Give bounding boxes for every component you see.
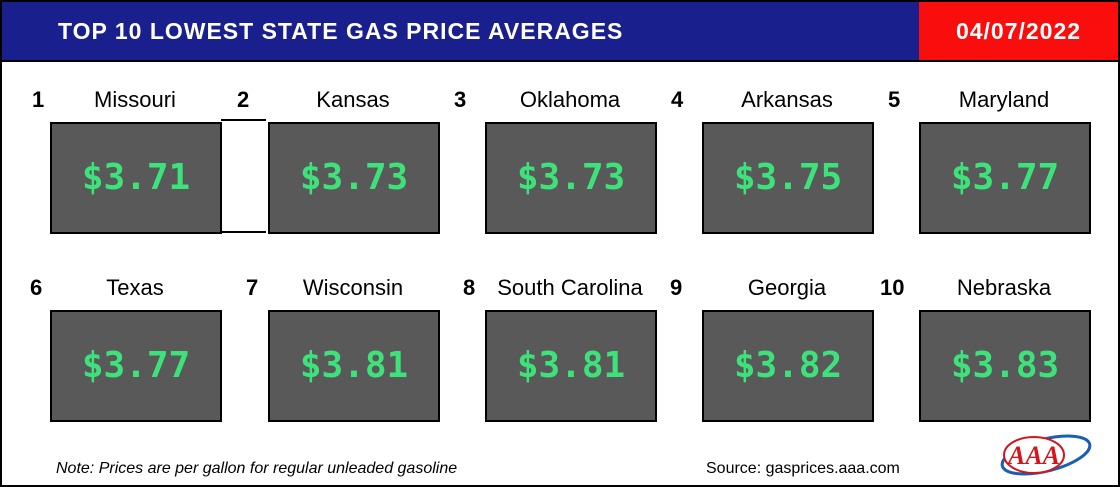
logo-text: AAA <box>1006 441 1060 470</box>
price-box: $3.73 <box>268 122 440 234</box>
rank-number: 8 <box>463 275 476 300</box>
price-box: $3.71 <box>50 122 222 234</box>
state-name: South Carolina <box>497 275 643 300</box>
price-value: $3.81 <box>299 345 409 386</box>
price-value: $3.75 <box>733 157 843 198</box>
price-box: $3.73 <box>485 122 657 234</box>
state-name: Georgia <box>747 275 827 300</box>
title-divider <box>2 60 1118 62</box>
source-credit: Source: gasprices.aaa.com <box>706 460 900 477</box>
state-name: Texas <box>106 275 164 300</box>
price-box: $3.77 <box>50 310 222 422</box>
price-box: $3.77 <box>919 122 1091 234</box>
rank-number: 6 <box>30 275 43 300</box>
price-box: $3.82 <box>702 310 874 422</box>
aaa-logo-icon: AAA <box>1000 434 1092 476</box>
price-value: $3.77 <box>81 345 191 386</box>
rank-number: 2 <box>237 87 250 112</box>
price-value: $3.81 <box>516 345 626 386</box>
price-value: $3.77 <box>950 157 1060 198</box>
page-title: TOP 10 LOWEST STATE GAS PRICE AVERAGES <box>58 18 624 44</box>
state-name: Maryland <box>958 87 1050 112</box>
rank-number: 10 <box>880 275 905 300</box>
state-name: Missouri <box>94 87 176 112</box>
rank-number: 5 <box>888 87 901 112</box>
price-value: $3.83 <box>950 345 1060 386</box>
price-box: $3.81 <box>268 310 440 422</box>
state-name: Kansas <box>316 87 390 112</box>
price-value: $3.71 <box>81 157 191 198</box>
rank-number: 1 <box>32 87 45 112</box>
rank-number: 3 <box>454 87 467 112</box>
price-box: $3.81 <box>485 310 657 422</box>
price-value: $3.82 <box>733 345 843 386</box>
rank-number: 4 <box>671 87 684 112</box>
title-bar: TOP 10 LOWEST STATE GAS PRICE AVERAGES <box>2 2 919 60</box>
rank-number: 9 <box>670 275 683 300</box>
price-value: $3.73 <box>299 157 409 198</box>
price-box: $3.83 <box>919 310 1091 422</box>
price-value: $3.73 <box>516 157 626 198</box>
state-name: Oklahoma <box>519 87 621 112</box>
state-name: Wisconsin <box>302 275 404 300</box>
date-badge: 04/07/2022 <box>919 2 1118 60</box>
state-name: Nebraska <box>956 275 1052 300</box>
connector-box <box>221 119 266 233</box>
rank-number: 7 <box>246 275 259 300</box>
footnote: Note: Prices are per gallon for regular … <box>56 460 458 477</box>
state-name: Arkansas <box>741 87 833 112</box>
price-box: $3.75 <box>702 122 874 234</box>
